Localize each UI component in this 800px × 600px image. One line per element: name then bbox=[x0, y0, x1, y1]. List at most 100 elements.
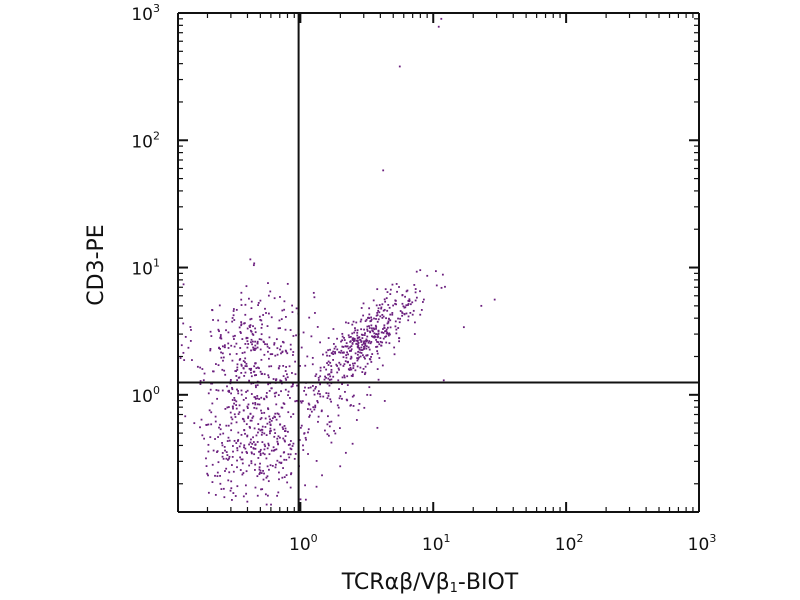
data-point bbox=[266, 475, 269, 478]
data-point bbox=[234, 495, 237, 497]
data-point bbox=[246, 340, 249, 343]
data-point bbox=[258, 338, 261, 341]
data-point bbox=[275, 418, 278, 421]
data-point bbox=[408, 298, 411, 301]
data-point bbox=[300, 401, 303, 404]
data-point bbox=[254, 327, 257, 330]
data-point bbox=[248, 443, 250, 446]
data-point bbox=[255, 434, 258, 437]
data-point bbox=[350, 374, 353, 377]
data-point bbox=[288, 443, 291, 446]
data-point bbox=[245, 336, 248, 339]
data-point bbox=[242, 495, 245, 498]
data-point bbox=[254, 443, 257, 446]
x-tick-label: 103 bbox=[688, 532, 717, 555]
data-point bbox=[330, 352, 333, 355]
data-point bbox=[284, 377, 287, 380]
data-point bbox=[332, 359, 335, 361]
data-point bbox=[265, 476, 268, 479]
data-point bbox=[260, 338, 263, 341]
data-point bbox=[239, 347, 242, 349]
data-point bbox=[338, 368, 340, 371]
x-axis-title: TCRαβ/Vβ1-BIOT bbox=[341, 570, 519, 596]
data-point bbox=[268, 347, 271, 349]
data-point bbox=[268, 468, 270, 471]
y-tick-label-exponent: 0 bbox=[153, 384, 160, 397]
data-point bbox=[233, 345, 236, 348]
data-point bbox=[369, 342, 372, 345]
data-point bbox=[326, 423, 329, 426]
data-point bbox=[262, 314, 265, 316]
data-point bbox=[250, 367, 253, 370]
data-point bbox=[366, 335, 369, 338]
data-point bbox=[282, 467, 284, 469]
data-point bbox=[290, 415, 292, 418]
data-point bbox=[323, 366, 326, 369]
data-point bbox=[286, 373, 288, 376]
data-point bbox=[292, 383, 294, 386]
data-point bbox=[258, 403, 261, 406]
data-point bbox=[440, 17, 443, 20]
data-point bbox=[330, 441, 333, 444]
data-point bbox=[287, 444, 290, 446]
data-point bbox=[238, 411, 241, 414]
data-point bbox=[266, 447, 269, 450]
data-point bbox=[277, 443, 279, 446]
data-point bbox=[308, 416, 311, 418]
data-point bbox=[278, 478, 280, 481]
data-point bbox=[222, 457, 225, 460]
data-point bbox=[221, 452, 224, 454]
data-point bbox=[226, 440, 229, 442]
data-point bbox=[346, 351, 348, 354]
data-point bbox=[348, 369, 351, 371]
data-point bbox=[240, 363, 243, 366]
data-point bbox=[287, 430, 289, 433]
data-point bbox=[240, 321, 243, 324]
data-point bbox=[268, 357, 270, 360]
data-point bbox=[364, 320, 367, 323]
data-point bbox=[209, 348, 212, 350]
data-point bbox=[256, 397, 259, 400]
data-point bbox=[280, 318, 283, 321]
data-point bbox=[341, 335, 344, 338]
data-point bbox=[355, 339, 358, 342]
data-point bbox=[284, 328, 287, 331]
data-point bbox=[376, 350, 379, 352]
data-point bbox=[363, 373, 366, 376]
data-point bbox=[259, 318, 262, 321]
data-point bbox=[255, 386, 257, 389]
data-point bbox=[222, 356, 225, 359]
data-point bbox=[280, 345, 282, 348]
data-point bbox=[332, 343, 335, 345]
data-point bbox=[217, 389, 220, 392]
data-point bbox=[268, 421, 271, 424]
data-point bbox=[359, 320, 362, 323]
data-point bbox=[254, 362, 257, 365]
data-points-layer bbox=[179, 17, 496, 506]
data-point bbox=[337, 406, 340, 409]
data-point bbox=[203, 437, 206, 440]
data-point bbox=[274, 412, 277, 415]
data-point bbox=[357, 344, 360, 347]
data-point bbox=[207, 392, 210, 395]
data-point bbox=[332, 375, 335, 378]
data-point bbox=[210, 423, 213, 426]
data-point bbox=[227, 331, 230, 334]
data-point bbox=[250, 460, 253, 462]
data-point bbox=[249, 324, 252, 327]
data-point bbox=[263, 432, 266, 435]
plot-frame bbox=[177, 12, 700, 513]
data-point bbox=[394, 299, 397, 302]
data-point bbox=[345, 354, 348, 357]
data-point bbox=[238, 376, 241, 379]
data-point bbox=[341, 332, 344, 335]
data-point bbox=[378, 343, 381, 346]
data-point bbox=[380, 331, 383, 334]
data-point bbox=[384, 300, 387, 303]
data-point bbox=[211, 463, 214, 466]
data-point bbox=[240, 291, 243, 294]
data-point bbox=[370, 318, 373, 321]
data-point bbox=[302, 449, 305, 451]
data-point bbox=[353, 362, 356, 365]
data-point bbox=[275, 403, 278, 406]
